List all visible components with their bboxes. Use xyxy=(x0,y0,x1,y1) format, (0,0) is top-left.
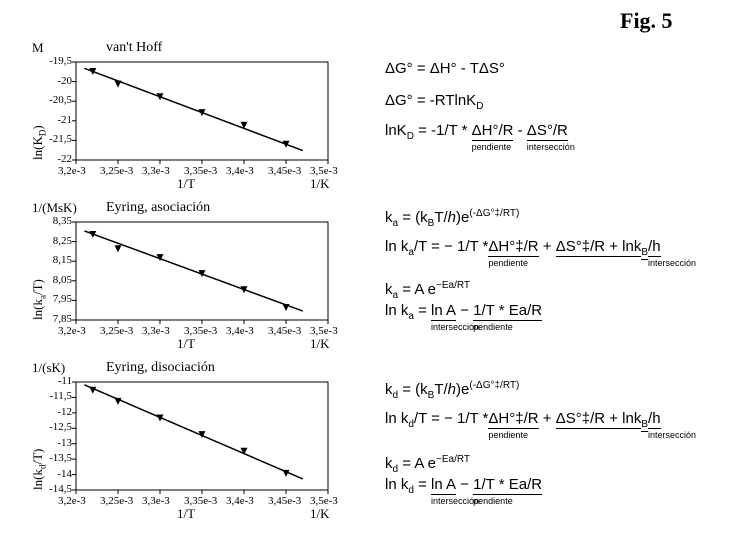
x-tick: 3,3e-3 xyxy=(142,165,170,177)
y-tick: -20,5 xyxy=(36,94,72,106)
equation-annotation: intersección xyxy=(431,496,479,506)
y-tick: -21,5 xyxy=(36,133,72,145)
equation-eq6: ka = A e−Ea/RT xyxy=(385,280,470,301)
y-tick: 7,95 xyxy=(36,293,72,305)
x-tick: 3,45e-3 xyxy=(268,165,301,177)
y-tick: 7,85 xyxy=(36,313,72,325)
y-tick: 8,35 xyxy=(36,215,72,227)
equation-eq2: ΔG° = -RTlnKD xyxy=(385,92,483,112)
equation-annotation: pendiente xyxy=(488,430,528,440)
equation-eq8: kd = (kBT/h)e(-ΔG°‡/RT) xyxy=(385,380,519,401)
x-tick: 3,2e-3 xyxy=(58,325,86,337)
x-tick: 3,5e-3 xyxy=(310,325,338,337)
equation-eq11: ln kd = ln Aintersección − 1/T * Ea/Rpen… xyxy=(385,476,542,496)
equation-eq1: ΔG° = ΔH° - TΔS° xyxy=(385,60,505,77)
x-tick: 3,35e-3 xyxy=(184,495,217,507)
equation-eq9: ln kd/T = − 1/T *ΔH°‡/Rpendiente + ΔS°‡/… xyxy=(385,410,661,432)
equation-eq3: lnKD = -1/T * ΔH°/Rpendiente - ΔS°/Rinte… xyxy=(385,122,568,142)
x-tick: 3,4e-3 xyxy=(226,165,254,177)
x-tick: 3,2e-3 xyxy=(58,495,86,507)
equation-eq10: kd = A e−Ea/RT xyxy=(385,454,470,475)
y-tick: -12,5 xyxy=(36,421,72,433)
plot-eyring-asoc: 1/(MsK)Eyring, asociaciónln(ka/T)1/T1/K3… xyxy=(28,200,338,350)
x-tick: 3,4e-3 xyxy=(226,495,254,507)
x-tick: 3,5e-3 xyxy=(310,495,338,507)
x-tick: 3,25e-3 xyxy=(100,165,133,177)
y-tick: -11 xyxy=(36,375,72,387)
y-tick: -11,5 xyxy=(36,390,72,402)
x-tick: 3,45e-3 xyxy=(268,325,301,337)
equation-annotation: pendiente xyxy=(472,142,512,152)
plot-eyring-disoc: 1/(sK)Eyring, disociaciónln(kd/T)1/T1/K3… xyxy=(28,360,338,520)
equation-annotation: pendiente xyxy=(473,322,513,332)
plot-vant-hoff: Mvan't Hoffln(KD)1/T1/K3,2e-33,25e-33,3e… xyxy=(28,40,338,190)
x-tick: 3,3e-3 xyxy=(142,495,170,507)
equation-annotation: pendiente xyxy=(488,258,528,268)
figure-label: Fig. 5 xyxy=(620,8,673,34)
equation-annotation: intersección xyxy=(648,430,696,440)
equation-eq4: ka = (kBT/h)e(-ΔG°‡/RT) xyxy=(385,208,519,229)
equation-annotation: intersección xyxy=(527,142,575,152)
x-tick: 3,25e-3 xyxy=(100,495,133,507)
y-tick: -21 xyxy=(36,114,72,126)
equation-eq5: ln ka/T = − 1/T *ΔH°‡/Rpendiente + ΔS°‡/… xyxy=(385,238,661,260)
y-tick: -13,5 xyxy=(36,452,72,464)
x-tick: 3,25e-3 xyxy=(100,325,133,337)
y-tick: -13 xyxy=(36,437,72,449)
x-tick: 3,35e-3 xyxy=(184,165,217,177)
x-tick: 3,35e-3 xyxy=(184,325,217,337)
y-tick: -12 xyxy=(36,406,72,418)
x-tick: 3,2e-3 xyxy=(58,165,86,177)
y-tick: 8,05 xyxy=(36,274,72,286)
equation-annotation: intersección xyxy=(431,322,479,332)
y-tick: -19,5 xyxy=(36,55,72,67)
y-tick: -20 xyxy=(36,75,72,87)
x-tick: 3,3e-3 xyxy=(142,325,170,337)
y-tick: -14 xyxy=(36,468,72,480)
x-tick: 3,4e-3 xyxy=(226,325,254,337)
y-tick: 8,15 xyxy=(36,254,72,266)
x-tick: 3,5e-3 xyxy=(310,165,338,177)
equation-eq7: ln ka = ln Aintersección − 1/T * Ea/Rpen… xyxy=(385,302,542,322)
figure-page: Fig. 5 Mvan't Hoffln(KD)1/T1/K3,2e-33,25… xyxy=(0,0,750,544)
equation-annotation: intersección xyxy=(648,258,696,268)
equation-annotation: pendiente xyxy=(473,496,513,506)
x-tick: 3,45e-3 xyxy=(268,495,301,507)
y-tick: -14,5 xyxy=(36,483,72,495)
y-tick: 8,25 xyxy=(36,235,72,247)
y-tick: -22 xyxy=(36,153,72,165)
